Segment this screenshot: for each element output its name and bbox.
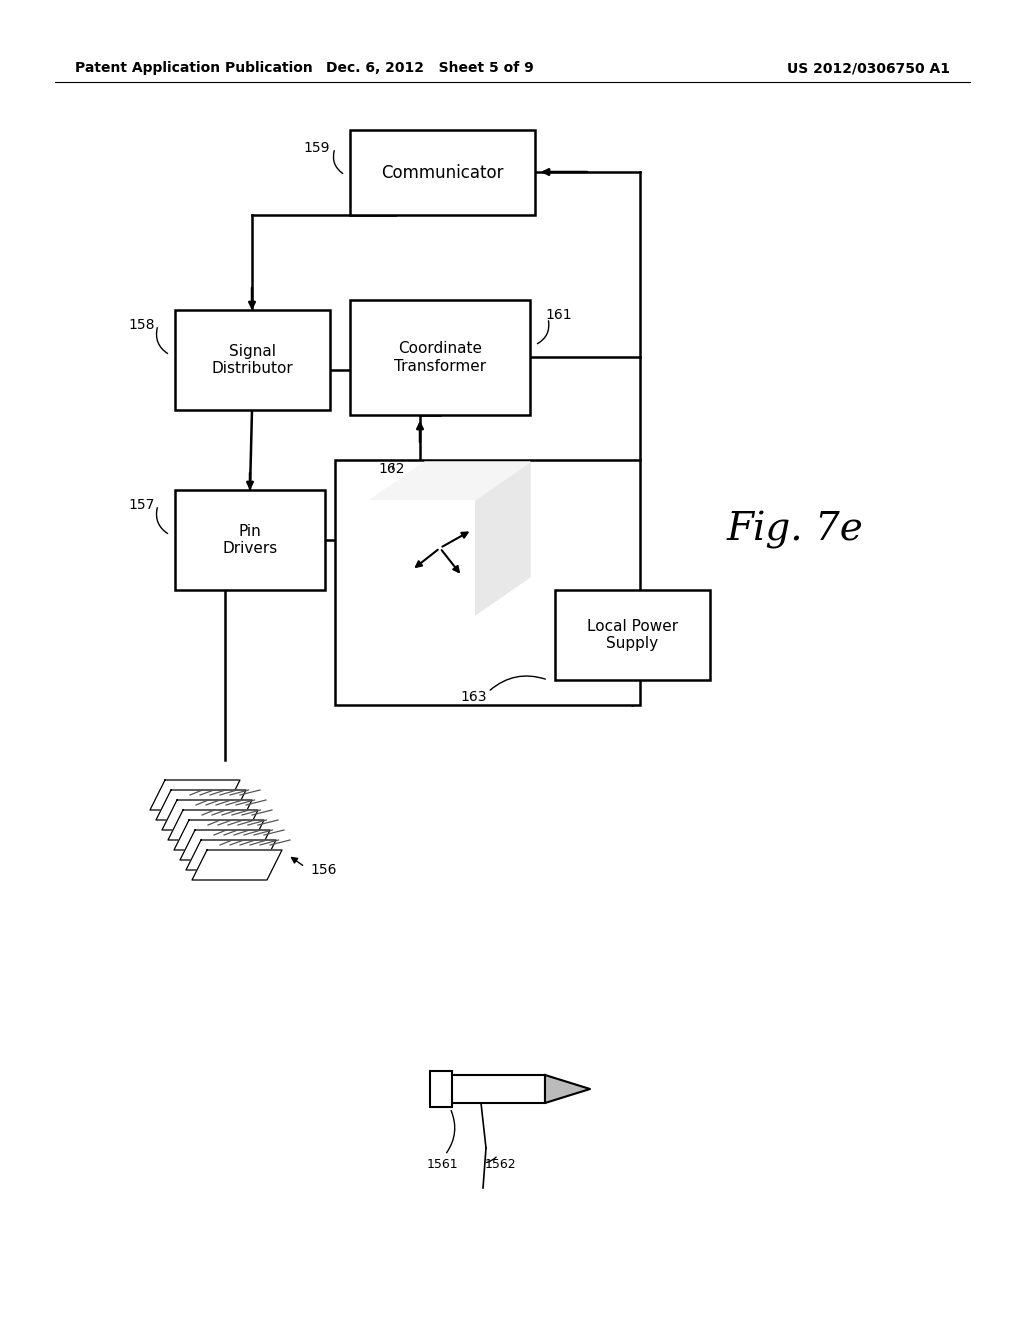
Text: 157: 157 [129,498,155,512]
Bar [175,310,330,411]
Polygon shape [180,830,270,861]
Polygon shape [150,780,240,810]
Polygon shape [168,810,258,840]
Text: 162: 162 [378,462,404,477]
Text: 158: 158 [128,318,155,333]
Text: Fig. 7e: Fig. 7e [727,511,863,549]
Bar [430,1071,452,1107]
Text: Patent Application Publication: Patent Application Publication [75,61,312,75]
Bar [370,500,475,615]
Text: 159: 159 [303,141,330,154]
Bar [350,129,535,215]
Polygon shape [186,840,276,870]
Text: 163: 163 [460,690,486,704]
Text: 156: 156 [310,863,337,876]
Polygon shape [545,1074,590,1104]
Polygon shape [475,462,530,615]
Polygon shape [162,800,252,830]
Bar [350,300,530,414]
Text: Signal
Distributor: Signal Distributor [212,343,293,376]
Polygon shape [174,820,264,850]
Text: Local Power
Supply: Local Power Supply [587,619,678,651]
Text: 161: 161 [545,308,571,322]
Polygon shape [193,850,282,880]
Bar [450,1074,545,1104]
Text: Dec. 6, 2012   Sheet 5 of 9: Dec. 6, 2012 Sheet 5 of 9 [326,61,534,75]
Bar [175,490,325,590]
Polygon shape [370,462,530,500]
Text: US 2012/0306750 A1: US 2012/0306750 A1 [787,61,950,75]
Text: Coordinate
Transformer: Coordinate Transformer [394,342,486,374]
Bar [335,459,640,705]
Text: 1562: 1562 [484,1159,516,1172]
Text: Communicator: Communicator [381,164,504,181]
Polygon shape [156,789,246,820]
Text: Pin
Drivers: Pin Drivers [222,524,278,556]
Text: 1561: 1561 [426,1159,458,1172]
Bar [555,590,710,680]
